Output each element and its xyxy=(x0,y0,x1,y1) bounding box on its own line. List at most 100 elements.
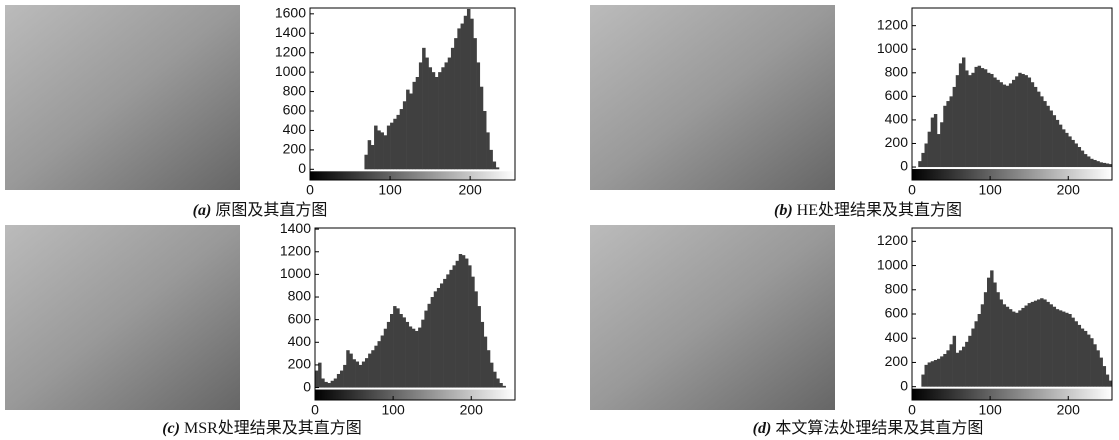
x-tick-label: 200 xyxy=(1057,402,1081,418)
bar xyxy=(425,57,429,170)
bar xyxy=(367,140,372,170)
bar xyxy=(393,118,397,170)
bar xyxy=(457,28,461,170)
bar xyxy=(449,269,453,388)
bar xyxy=(438,72,442,170)
image-msr xyxy=(5,225,240,410)
bar xyxy=(333,378,338,388)
bar xyxy=(1040,96,1044,168)
bar xyxy=(399,109,404,170)
bar xyxy=(1071,139,1075,168)
bar xyxy=(492,161,497,170)
image-original xyxy=(5,5,240,190)
bar xyxy=(386,321,391,388)
bar xyxy=(1055,309,1060,387)
bar xyxy=(958,63,963,168)
bar xyxy=(495,167,500,170)
bar xyxy=(980,304,985,387)
y-tick-label: 400 xyxy=(885,111,909,127)
bar xyxy=(1062,311,1066,387)
bar xyxy=(406,89,410,170)
bar xyxy=(399,314,403,388)
bar xyxy=(990,270,994,387)
bar xyxy=(946,350,950,387)
bar xyxy=(1027,77,1032,168)
bar xyxy=(1005,306,1010,387)
y-tick-label: 400 xyxy=(885,329,909,345)
bar xyxy=(479,86,484,170)
bar xyxy=(996,292,1000,387)
bar xyxy=(958,350,963,387)
y-tick-label: 600 xyxy=(885,87,909,103)
bar xyxy=(421,319,425,388)
bar xyxy=(358,364,363,388)
bar xyxy=(415,330,419,388)
bar xyxy=(1096,161,1100,168)
bar xyxy=(493,371,497,388)
bar xyxy=(1090,338,1094,387)
bar xyxy=(409,93,413,170)
caption-title: 本文算法处理结果及其直方图 xyxy=(775,418,983,437)
bar xyxy=(430,297,435,388)
intensity-bar xyxy=(315,389,515,400)
bar xyxy=(380,335,385,388)
bar xyxy=(930,117,935,168)
bar xyxy=(955,352,960,387)
bar xyxy=(983,292,988,387)
caption-title: MSR处理结果及其直方图 xyxy=(184,419,362,437)
y-tick-label: 0 xyxy=(298,160,306,176)
bar xyxy=(1030,82,1035,168)
y-tick-label: 1600 xyxy=(275,5,306,21)
intensity-bar xyxy=(912,169,1112,180)
bar xyxy=(990,73,994,168)
bar xyxy=(1018,72,1022,168)
bar xyxy=(418,327,422,388)
bar xyxy=(336,373,341,388)
bar xyxy=(1074,321,1078,387)
plot-frame xyxy=(314,227,516,401)
y-tick-label: 800 xyxy=(885,63,909,79)
bar xyxy=(1105,163,1110,168)
bar xyxy=(374,345,378,388)
caption: (a) 原图及其直方图 xyxy=(193,201,328,219)
bar xyxy=(965,341,969,387)
bar xyxy=(987,72,991,168)
bar xyxy=(480,321,485,388)
bar xyxy=(1046,105,1050,168)
bar xyxy=(1033,300,1038,387)
bar xyxy=(502,385,506,388)
bar xyxy=(1002,304,1007,387)
y-tick-label: 1200 xyxy=(877,16,908,32)
bar xyxy=(1105,374,1110,387)
bar xyxy=(1002,84,1007,168)
bar xyxy=(346,350,350,388)
bar xyxy=(933,114,938,168)
bar xyxy=(1077,147,1082,168)
bar xyxy=(460,23,465,170)
bar xyxy=(918,161,922,168)
bar xyxy=(466,8,471,170)
bar xyxy=(1093,344,1097,387)
bar xyxy=(486,350,491,388)
bar xyxy=(477,306,481,388)
bar xyxy=(1083,330,1088,387)
bar xyxy=(968,75,972,168)
bar xyxy=(1087,156,1091,168)
bar xyxy=(393,306,397,388)
bar xyxy=(1021,73,1025,168)
bar xyxy=(924,364,928,387)
bar xyxy=(949,96,953,168)
bar xyxy=(1074,143,1078,168)
bar xyxy=(940,356,944,387)
y-tick-label: 1400 xyxy=(275,24,306,40)
bar xyxy=(476,62,481,170)
bar xyxy=(377,130,381,170)
x-tick-label: 0 xyxy=(908,402,916,418)
bar xyxy=(1083,154,1088,168)
bar xyxy=(1037,299,1041,387)
bar xyxy=(1068,314,1072,387)
bar xyxy=(454,38,458,170)
bar xyxy=(977,65,982,168)
caption-label: (b) xyxy=(774,202,793,219)
bar xyxy=(927,362,932,387)
